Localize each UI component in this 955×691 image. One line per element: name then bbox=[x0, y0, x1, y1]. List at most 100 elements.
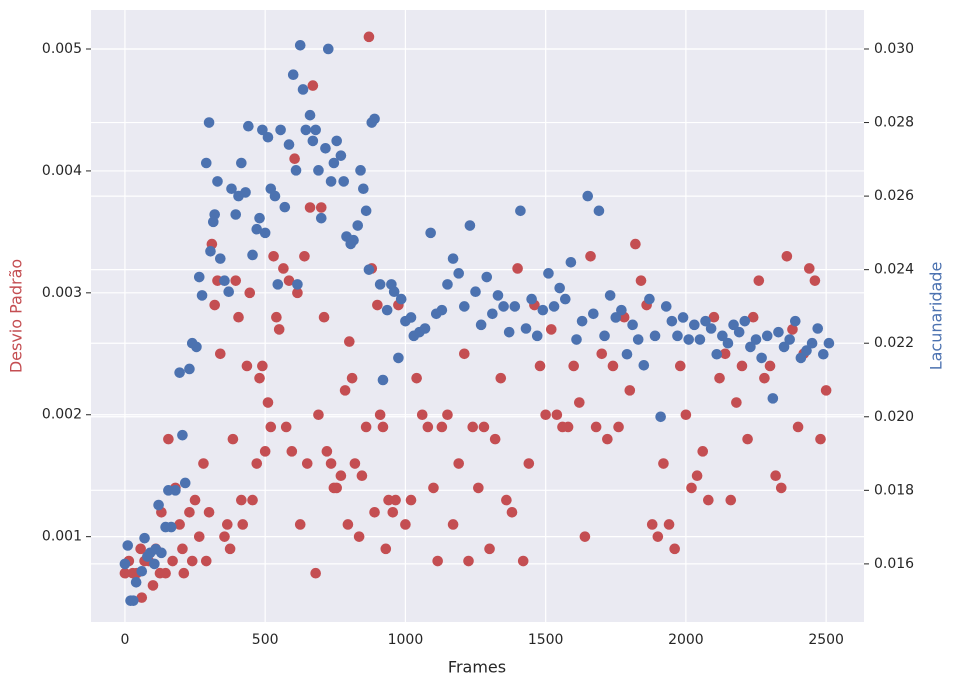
point bbox=[174, 367, 185, 378]
point bbox=[307, 80, 319, 91]
point bbox=[356, 470, 368, 482]
point bbox=[534, 360, 546, 372]
point bbox=[352, 220, 364, 231]
point bbox=[447, 253, 459, 264]
point bbox=[562, 421, 574, 433]
point bbox=[226, 183, 237, 195]
point bbox=[574, 397, 585, 408]
point bbox=[259, 227, 271, 239]
point bbox=[708, 311, 720, 323]
point bbox=[241, 360, 253, 372]
point bbox=[812, 323, 824, 334]
point bbox=[717, 330, 728, 342]
point bbox=[775, 482, 787, 494]
point bbox=[630, 238, 641, 250]
point bbox=[339, 385, 351, 396]
point bbox=[719, 348, 731, 360]
point bbox=[156, 547, 167, 559]
point bbox=[428, 482, 439, 494]
x-tick-label: 2000 bbox=[668, 632, 704, 648]
point bbox=[453, 458, 465, 469]
point bbox=[219, 275, 230, 286]
point bbox=[405, 494, 417, 506]
point bbox=[278, 263, 289, 274]
point bbox=[215, 253, 226, 264]
point bbox=[531, 330, 543, 342]
point bbox=[806, 337, 818, 349]
point bbox=[590, 421, 602, 433]
point bbox=[753, 275, 765, 286]
point bbox=[136, 592, 148, 603]
point bbox=[177, 429, 188, 441]
point bbox=[297, 84, 309, 95]
point bbox=[680, 409, 692, 421]
y-axis-label: Desvio Padrão bbox=[7, 259, 26, 373]
point bbox=[736, 360, 748, 372]
point bbox=[247, 494, 258, 506]
point bbox=[770, 470, 781, 482]
point bbox=[492, 290, 504, 301]
point bbox=[372, 299, 383, 311]
point bbox=[683, 334, 695, 345]
point bbox=[236, 494, 247, 506]
point bbox=[369, 506, 380, 518]
point bbox=[198, 458, 209, 469]
point bbox=[588, 308, 599, 320]
point bbox=[315, 212, 327, 224]
point bbox=[254, 212, 265, 224]
point bbox=[380, 543, 392, 555]
point bbox=[135, 543, 146, 555]
point bbox=[551, 409, 563, 421]
point bbox=[442, 279, 453, 290]
point bbox=[283, 275, 295, 286]
point bbox=[244, 287, 256, 299]
point bbox=[722, 337, 734, 349]
point bbox=[163, 433, 174, 445]
point bbox=[745, 341, 756, 353]
point bbox=[747, 311, 759, 323]
point bbox=[818, 348, 829, 360]
point bbox=[792, 421, 804, 433]
point bbox=[705, 323, 717, 334]
point bbox=[526, 293, 537, 305]
point bbox=[321, 446, 333, 457]
point bbox=[262, 131, 274, 143]
point bbox=[325, 458, 337, 469]
point bbox=[203, 506, 215, 518]
point bbox=[677, 312, 689, 323]
x-tick-label: 1000 bbox=[388, 632, 424, 648]
point bbox=[313, 409, 324, 421]
point bbox=[467, 421, 479, 433]
y2-tick-label: 0.020 bbox=[874, 409, 914, 425]
point bbox=[257, 360, 268, 372]
point bbox=[178, 567, 190, 579]
x-tick-label: 1500 bbox=[528, 632, 564, 648]
point bbox=[756, 352, 767, 364]
point bbox=[331, 482, 342, 494]
point bbox=[475, 319, 487, 331]
point bbox=[554, 282, 565, 294]
point bbox=[387, 506, 399, 518]
point bbox=[233, 311, 244, 323]
point bbox=[764, 360, 776, 372]
y2-tick-label: 0.028 bbox=[874, 115, 914, 131]
point bbox=[289, 153, 300, 165]
point bbox=[728, 319, 739, 331]
point bbox=[501, 494, 512, 506]
point bbox=[381, 304, 393, 316]
point bbox=[543, 268, 554, 279]
point bbox=[279, 201, 291, 213]
point bbox=[478, 421, 490, 433]
point bbox=[280, 421, 292, 433]
point bbox=[374, 279, 386, 290]
point bbox=[512, 263, 523, 274]
point bbox=[227, 433, 239, 445]
point bbox=[473, 482, 484, 494]
point bbox=[761, 330, 773, 342]
point bbox=[711, 348, 723, 360]
point bbox=[338, 176, 350, 187]
point bbox=[789, 315, 801, 327]
point bbox=[203, 117, 215, 128]
point bbox=[290, 165, 302, 176]
x-tick-label: 500 bbox=[252, 632, 279, 648]
